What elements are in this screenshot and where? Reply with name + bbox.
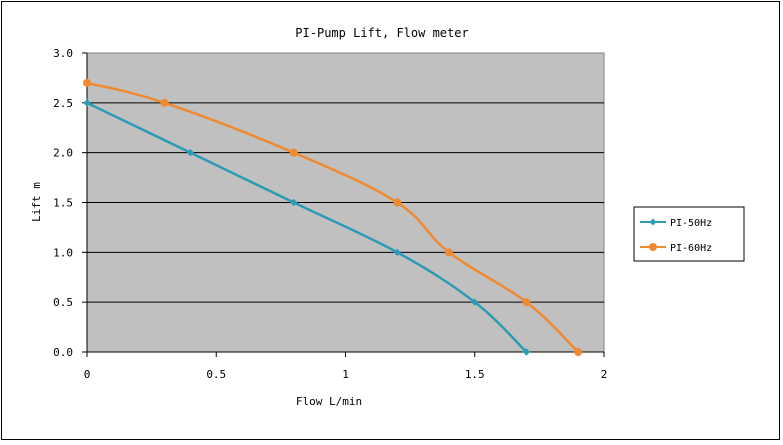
- x-axis-ticks: 0 0.5 1 1.5 2: [84, 352, 608, 381]
- data-point-pi-60hz: [522, 298, 531, 307]
- x-tick-label: 1.5: [465, 368, 485, 381]
- y-tick-label: 3.0: [53, 47, 73, 60]
- data-point-pi-50hz: [471, 298, 479, 306]
- x-tick-label: 2: [601, 368, 608, 381]
- x-tick-label: 0: [84, 368, 91, 381]
- y-axis-ticks: 0.0 0.5 1.0 1.5 2.0 2.5 3.0: [53, 47, 87, 359]
- legend-marker-pi-50hz: [649, 218, 657, 226]
- data-point-pi-60hz: [289, 148, 298, 157]
- data-point-pi-60hz: [574, 348, 583, 356]
- data-point-pi-50hz: [522, 348, 531, 356]
- data-series: [83, 78, 583, 356]
- legend-label-pi-60hz: PI-60Hz: [670, 243, 712, 254]
- y-tick-label: 0.0: [53, 346, 73, 359]
- y-tick-label: 1.5: [53, 197, 73, 210]
- y-tick-label: 2.5: [53, 97, 73, 110]
- data-point-pi-50hz: [83, 99, 91, 107]
- y-axis-label: Lift m: [30, 182, 43, 222]
- data-point-pi-60hz: [160, 98, 169, 107]
- data-point-pi-60hz: [83, 78, 91, 87]
- data-point-pi-60hz: [444, 248, 453, 257]
- y-tick-label: 0.5: [53, 296, 73, 309]
- y-tick-label: 1.0: [53, 246, 73, 259]
- legend-box: [633, 206, 745, 262]
- x-tick-label: 0.5: [206, 368, 226, 381]
- data-point-pi-50hz: [290, 198, 298, 207]
- data-point-pi-60hz: [393, 198, 402, 207]
- data-point-pi-50hz: [393, 248, 401, 257]
- x-tick-label: 1: [342, 368, 349, 381]
- x-axis-label: Flow L/min: [296, 395, 362, 408]
- chart-title: PI-Pump Lift, Flow meter: [295, 26, 468, 40]
- legend-label-pi-50hz: PI-50Hz: [670, 218, 712, 229]
- data-point-pi-50hz: [186, 148, 195, 157]
- legend-marker-pi-60hz: [649, 243, 657, 251]
- y-tick-label: 2.0: [53, 147, 73, 160]
- legend: PI-50Hz PI-60Hz: [633, 206, 745, 262]
